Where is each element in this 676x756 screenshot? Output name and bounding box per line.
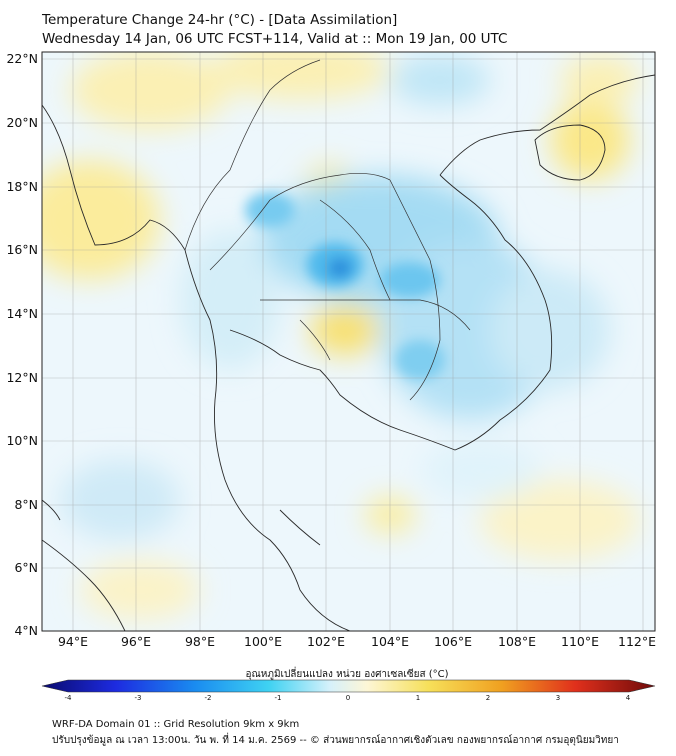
- lon-label: 112°E: [617, 634, 657, 649]
- lat-label: 16°N: [6, 242, 38, 257]
- colorbar-tick: 3: [555, 694, 561, 702]
- colorbar-tick: 2: [485, 694, 491, 702]
- lon-label: 94°E: [57, 634, 89, 649]
- map-title: Temperature Change 24-hr (°C) - [Data As…: [42, 12, 398, 28]
- colorbar-tick: 4: [625, 694, 631, 702]
- lon-label: 108°E: [497, 634, 537, 649]
- lat-label: 8°N: [14, 497, 38, 512]
- lat-label: 12°N: [6, 370, 38, 385]
- lon-label: 104°E: [370, 634, 410, 649]
- map-subtitle: Wednesday 14 Jan, 06 UTC FCST+114, Valid…: [42, 31, 508, 47]
- lat-label: 10°N: [6, 433, 38, 448]
- country-borders: [184, 59, 471, 401]
- colorbar: [41, 679, 656, 693]
- lon-label: 110°E: [560, 634, 600, 649]
- lat-label: 20°N: [6, 115, 38, 130]
- colorbar-tick: 0: [345, 694, 351, 702]
- coastlines: [42, 74, 655, 631]
- gridlines: [42, 52, 655, 631]
- temperature-field: [42, 52, 655, 631]
- colorbar-tick: 1: [415, 694, 421, 702]
- colorbar-title: อุณหภูมิเปลี่ยนแปลง หน่วย องศาเซลเซียส (…: [245, 669, 449, 680]
- colorbar-tick: -2: [204, 694, 212, 702]
- lon-label: 106°E: [433, 634, 473, 649]
- lon-label: 96°E: [120, 634, 152, 649]
- colorbar-tick: -1: [274, 694, 282, 702]
- map-frame: [41, 51, 656, 632]
- footer-credit: ปรับปรุงข้อมูล ณ เวลา 13:00น. วัน พ. ที่…: [52, 735, 619, 746]
- colorbar-tick: -4: [64, 694, 72, 702]
- lat-label: 6°N: [14, 560, 38, 575]
- colorbar-tick: -3: [134, 694, 142, 702]
- footer-domain-info: WRF-DA Domain 01 :: Grid Resolution 9km …: [52, 719, 300, 730]
- lat-label: 14°N: [6, 306, 38, 321]
- lon-label: 102°E: [306, 634, 346, 649]
- lon-label: 100°E: [243, 634, 283, 649]
- lat-label: 22°N: [6, 51, 38, 66]
- lat-label: 18°N: [6, 179, 38, 194]
- colorbar-bar: [41, 679, 656, 693]
- lon-label: 98°E: [184, 634, 216, 649]
- lat-label: 4°N: [14, 623, 38, 638]
